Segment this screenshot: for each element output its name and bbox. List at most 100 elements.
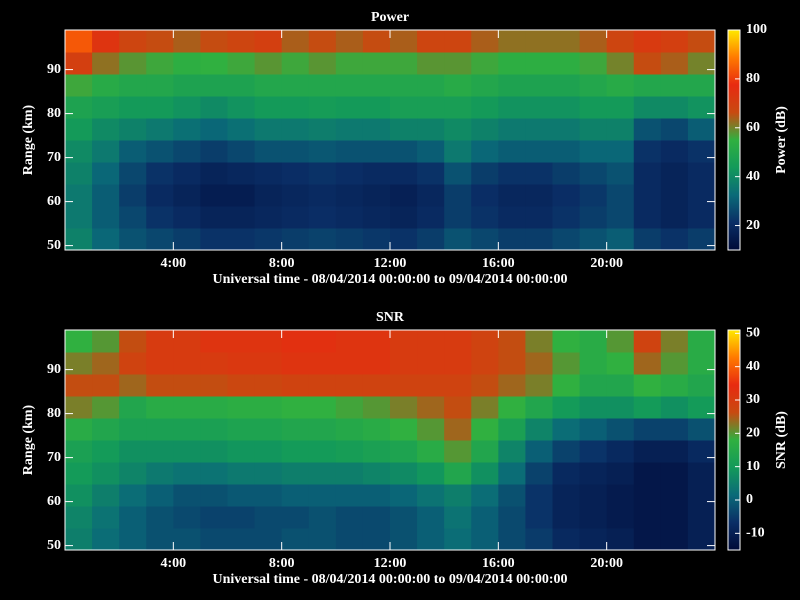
- x-axis-label: Universal time - 08/04/2014 00:00:00 to …: [212, 272, 567, 287]
- heatmap-cell: [308, 162, 337, 185]
- heatmap-cell: [390, 330, 418, 353]
- heatmap-cell: [633, 74, 662, 97]
- heatmap-cell: [227, 528, 256, 551]
- colorbar-tick-label: 40: [746, 359, 760, 374]
- heatmap-cell: [498, 528, 526, 551]
- heatmap-cell: [281, 352, 310, 375]
- heatmap-cell: [471, 352, 499, 375]
- heatmap-cell: [308, 330, 337, 353]
- heatmap-cell: [390, 184, 418, 207]
- heatmap-cell: [308, 30, 337, 53]
- heatmap-cell: [362, 118, 391, 141]
- heatmap-cell: [606, 506, 635, 529]
- heatmap-cell: [525, 506, 553, 529]
- y-tick-label: 90: [47, 362, 61, 377]
- y-tick-label: 80: [47, 406, 61, 421]
- x-tick-label: 4:00: [160, 556, 186, 571]
- heatmap-cell: [200, 440, 228, 463]
- heatmap-cell: [444, 118, 472, 141]
- heatmap-cell: [525, 52, 553, 75]
- heatmap-cell: [471, 228, 499, 251]
- heatmap-cell: [335, 506, 364, 529]
- heatmap-cell: [417, 184, 445, 207]
- heatmap-cell: [173, 30, 201, 53]
- heatmap-cell: [444, 140, 472, 163]
- heatmap-cell: [579, 440, 608, 463]
- colorbar: [727, 29, 741, 251]
- heatmap-cell: [525, 352, 553, 375]
- heatmap-cell: [660, 418, 689, 441]
- heatmap-cell: [444, 440, 472, 463]
- heatmap-cell: [254, 140, 283, 163]
- heatmap-cell: [65, 184, 93, 207]
- heatmap-cell: [308, 352, 337, 375]
- heatmap-cell: [65, 30, 93, 53]
- heatmap-cell: [308, 484, 337, 507]
- heatmap-cell: [200, 140, 228, 163]
- colorbar-label: SNR (dB): [774, 411, 789, 469]
- colorbar-tick-label: 10: [746, 459, 760, 474]
- heatmap-cell: [471, 440, 499, 463]
- heatmap-cell: [687, 206, 716, 229]
- heatmap-cell: [173, 140, 201, 163]
- heatmap-cell: [417, 528, 445, 551]
- heatmap-cell: [417, 396, 445, 419]
- heatmap-cell: [281, 140, 310, 163]
- heatmap-cell: [606, 162, 635, 185]
- heatmap-cell: [498, 74, 526, 97]
- heatmap-cell: [660, 184, 689, 207]
- heatmap-cell: [362, 74, 391, 97]
- heatmap-cell: [119, 74, 147, 97]
- heatmap-cell: [390, 440, 418, 463]
- heatmap-cell: [362, 30, 391, 53]
- heatmap-cell: [362, 52, 391, 75]
- heatmap-cell: [606, 96, 635, 119]
- heatmap-cell: [633, 396, 662, 419]
- heatmap-cell: [552, 184, 581, 207]
- heatmap-cell: [687, 484, 716, 507]
- panel-title: SNR: [376, 310, 405, 325]
- y-axis-label: Range (km): [21, 104, 36, 175]
- heatmap-cell: [65, 374, 93, 397]
- heatmap-cell: [308, 118, 337, 141]
- heatmap-cell: [254, 440, 283, 463]
- heatmap-cell: [660, 96, 689, 119]
- heatmap-cell: [444, 52, 472, 75]
- y-tick-label: 60: [47, 494, 61, 509]
- heatmap-cell: [92, 74, 120, 97]
- heatmap-cell: [362, 484, 391, 507]
- heatmap-cell: [173, 118, 201, 141]
- heatmap-cell: [227, 484, 256, 507]
- heatmap-cell: [390, 118, 418, 141]
- heatmap-cell: [281, 118, 310, 141]
- colorbar-tick-label: 50: [746, 326, 760, 341]
- heatmap-cell: [200, 506, 228, 529]
- heatmap-cell: [335, 96, 364, 119]
- heatmap-cell: [660, 506, 689, 529]
- heatmap-cell: [308, 96, 337, 119]
- heatmap-cell: [660, 528, 689, 551]
- heatmap-cell: [281, 52, 310, 75]
- heatmap-cell: [146, 140, 174, 163]
- heatmap-cell: [146, 374, 174, 397]
- heatmap-cell: [525, 374, 553, 397]
- heatmap-cell: [471, 162, 499, 185]
- heatmap-cell: [552, 52, 581, 75]
- heatmap-cell: [633, 30, 662, 53]
- heatmap-cell: [552, 528, 581, 551]
- heatmap-cell: [471, 396, 499, 419]
- heatmap-cell: [281, 374, 310, 397]
- heatmap-cell: [92, 352, 120, 375]
- heatmap-cell: [173, 74, 201, 97]
- heatmap-cell: [417, 118, 445, 141]
- y-tick-label: 50: [47, 238, 61, 253]
- heatmap-cell: [687, 96, 716, 119]
- heatmap-cell: [254, 118, 283, 141]
- heatmap-cell: [92, 228, 120, 251]
- heatmap-cell: [146, 30, 174, 53]
- heatmap-cell: [173, 506, 201, 529]
- heatmap-cell: [579, 74, 608, 97]
- heatmap-cell: [660, 330, 689, 353]
- heatmap-cell: [227, 396, 256, 419]
